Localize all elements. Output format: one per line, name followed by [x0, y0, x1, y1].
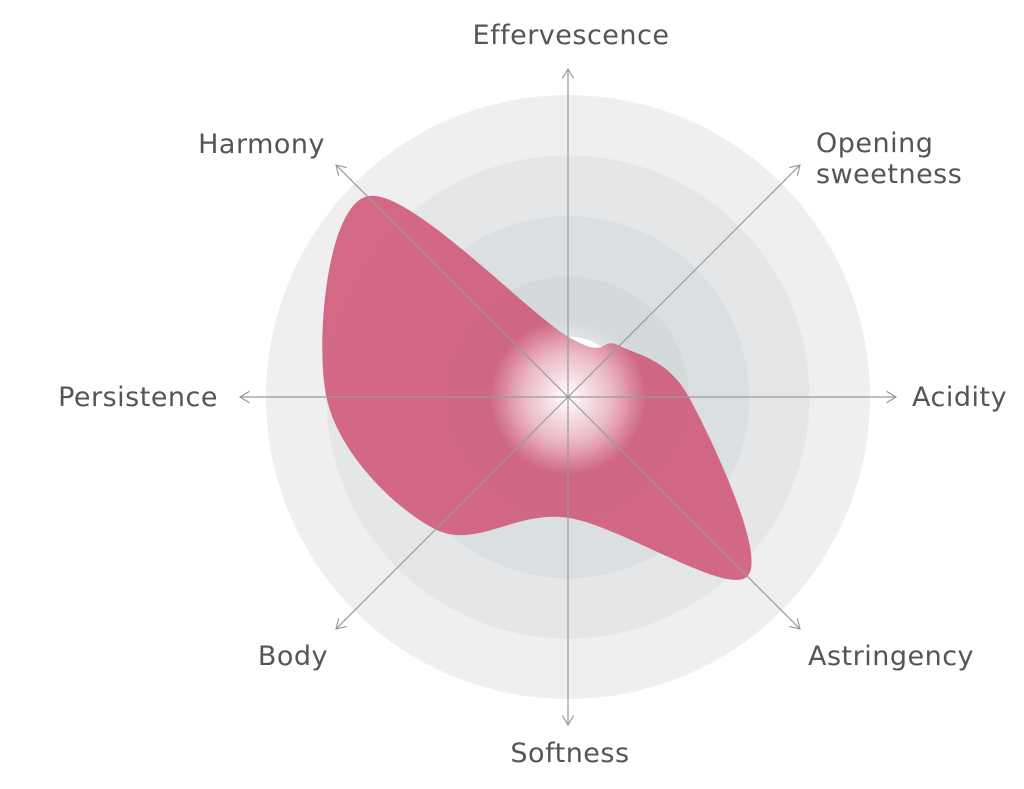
axis-label-line: Opening: [816, 128, 933, 159]
axis-arrowhead-astringency: [789, 618, 801, 630]
axis-arrowhead-softness: [561, 715, 575, 727]
axis-label-line: sweetness: [816, 159, 962, 190]
axis-label-line: Persistence: [58, 382, 218, 413]
axis-label-persistence: Persistence: [58, 382, 218, 413]
axis-label-body: Body: [258, 641, 328, 672]
axis-arrowhead-harmony: [335, 164, 347, 176]
axis-line-body: [335, 396, 569, 630]
radar-axis-labels: Effervescence Opening sweetness Acidity Astr…: [58, 20, 1007, 769]
axis-label-harmony: Harmony: [198, 129, 325, 160]
axis-arrowhead-persistence: [238, 390, 250, 404]
axis-label-line: Softness: [510, 738, 629, 769]
axis-label-line: Effervescence: [473, 20, 670, 51]
axis-label-opening_sweetness: Opening sweetness: [816, 128, 962, 190]
axis-label-line: Acidity: [912, 382, 1007, 413]
axis-label-line: Astringency: [808, 641, 974, 672]
axis-label-astringency: Astringency: [808, 641, 974, 672]
axis-label-line: Harmony: [198, 129, 325, 160]
axis-arrowhead-body: [335, 618, 347, 630]
axis-label-acidity: Acidity: [912, 382, 1007, 413]
radar-axes: [238, 67, 898, 727]
axis-label-line: Body: [258, 641, 328, 672]
axis-label-effervescence: Effervescence: [473, 20, 670, 51]
axis-arrowhead-opening_sweetness: [789, 164, 801, 176]
axis-line-harmony: [335, 164, 569, 398]
axis-line-astringency: [567, 396, 801, 630]
axis-arrowhead-acidity: [886, 390, 898, 404]
axis-line-opening_sweetness: [567, 164, 801, 398]
axis-arrowhead-effervescence: [561, 67, 575, 79]
axis-label-softness: Softness: [510, 738, 629, 769]
